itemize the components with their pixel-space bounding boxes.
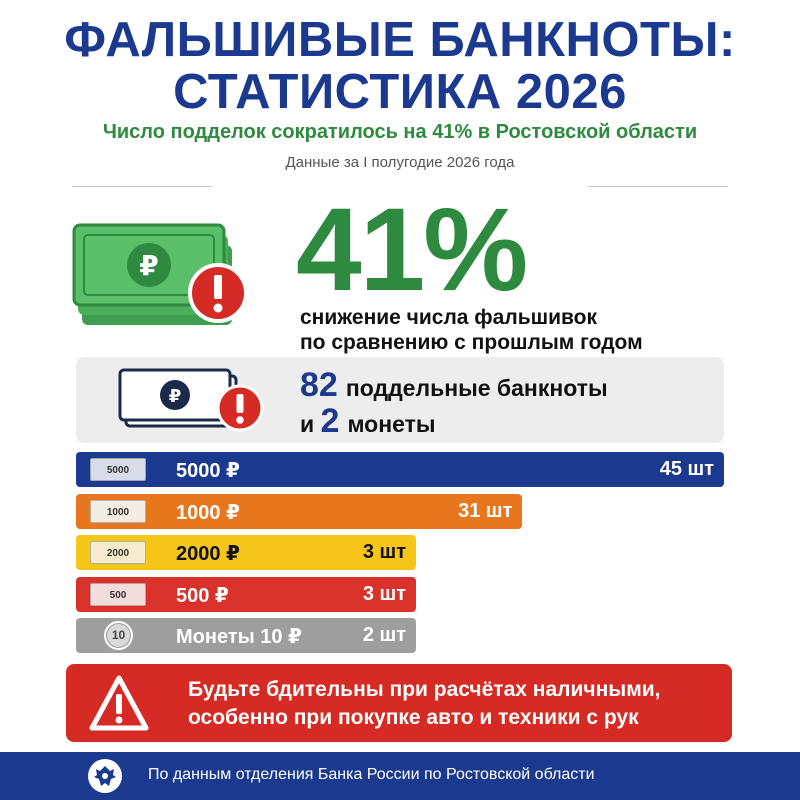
headline-percentage: 41%: [296, 184, 528, 316]
data-period: Данные за I полугодие 2026 года: [285, 154, 515, 171]
bar-value-label: 2 шт: [362, 624, 406, 646]
page-title-line1: ФАЛЬШИВЫЕ БАНКНОТЫ:: [64, 13, 736, 67]
icon-label: 2000: [106, 548, 130, 559]
warning-banner: Будьте бдительны при расчётах наличными,…: [66, 664, 732, 742]
banknote-icon: 500: [90, 582, 146, 606]
divider-left: [72, 186, 212, 187]
icon-label: 5000: [106, 465, 130, 476]
icon-label: 1000: [106, 506, 130, 518]
bar-value-label: 45 шт: [659, 458, 714, 480]
summary-coins: и 2 монеты: [300, 402, 436, 441]
banknote-stack-icon: ₽: [72, 223, 248, 325]
svg-text:₽: ₽: [139, 249, 158, 282]
warning-line2: особенно при покупке авто и техники с ру…: [188, 706, 639, 729]
warning-line1: Будьте бдительны при расчётах наличными,: [188, 678, 661, 701]
divider-right: [588, 186, 728, 187]
banknote-outline-icon: ₽: [118, 368, 264, 432]
bar-value-label: 3 шт: [362, 582, 406, 605]
bar-value-label: 3 шт: [362, 541, 406, 563]
summary-banknotes: 82 поддельные банкноты: [300, 366, 608, 405]
bar-category-label: 2000 ₽: [176, 543, 240, 565]
bar-category-label: 5000 ₽: [176, 460, 240, 482]
coins-label: монеты: [347, 411, 436, 437]
bar-category-label: Монеты 10 ₽: [176, 626, 302, 648]
headline-desc-line2: по сравнению с прошлым годом: [300, 331, 643, 354]
banknotes-label: поддельные банкноты: [345, 375, 608, 401]
bar-value-label: 31 шт: [458, 499, 513, 522]
banknote-icon: 1000: [90, 499, 146, 523]
bar-3: 2000 2000 ₽ 3 шт: [76, 535, 416, 570]
headline-desc-line1: снижение числа фальшивок: [300, 306, 597, 329]
warning-triangle-icon: [89, 675, 149, 731]
banknote-icon: 5000: [90, 458, 146, 481]
coins-count: 2: [320, 402, 340, 440]
banknote-icon: 2000: [90, 541, 146, 564]
bar-5: 10 Монеты 10 ₽ 2 шт: [76, 618, 416, 653]
bar-category-label: 500 ₽: [176, 584, 229, 607]
warning-text: Будьте бдительны при расчётах наличными,…: [188, 676, 660, 732]
coin-icon: 10: [104, 621, 133, 650]
page-subtitle: Число подделок сократилось на 41% в Рост…: [102, 121, 698, 143]
bar-category-label: 1000 ₽: [176, 501, 240, 524]
icon-label: 10: [111, 628, 126, 642]
bar-4: 500 500 ₽ 3 шт: [76, 576, 416, 612]
footer-source: По данным отделения Банка России по Рост…: [148, 766, 595, 783]
banknotes-count: 82: [300, 366, 338, 404]
bank-of-russia-emblem-icon: [88, 759, 122, 793]
icon-label: 500: [109, 589, 127, 601]
svg-text:₽: ₽: [169, 386, 182, 407]
page-title-line2: СТАТИСТИКА 2026: [173, 65, 627, 119]
bar-2: 1000 1000 ₽ 31 шт: [76, 493, 523, 529]
headline-description: снижение числа фальшивок по сравнению с …: [300, 305, 643, 355]
summary-conjunction: и: [300, 411, 315, 437]
footer: По данным отделения Банка России по Рост…: [0, 752, 800, 800]
bar-1: 5000 5000 ₽ 45 шт: [76, 452, 724, 487]
